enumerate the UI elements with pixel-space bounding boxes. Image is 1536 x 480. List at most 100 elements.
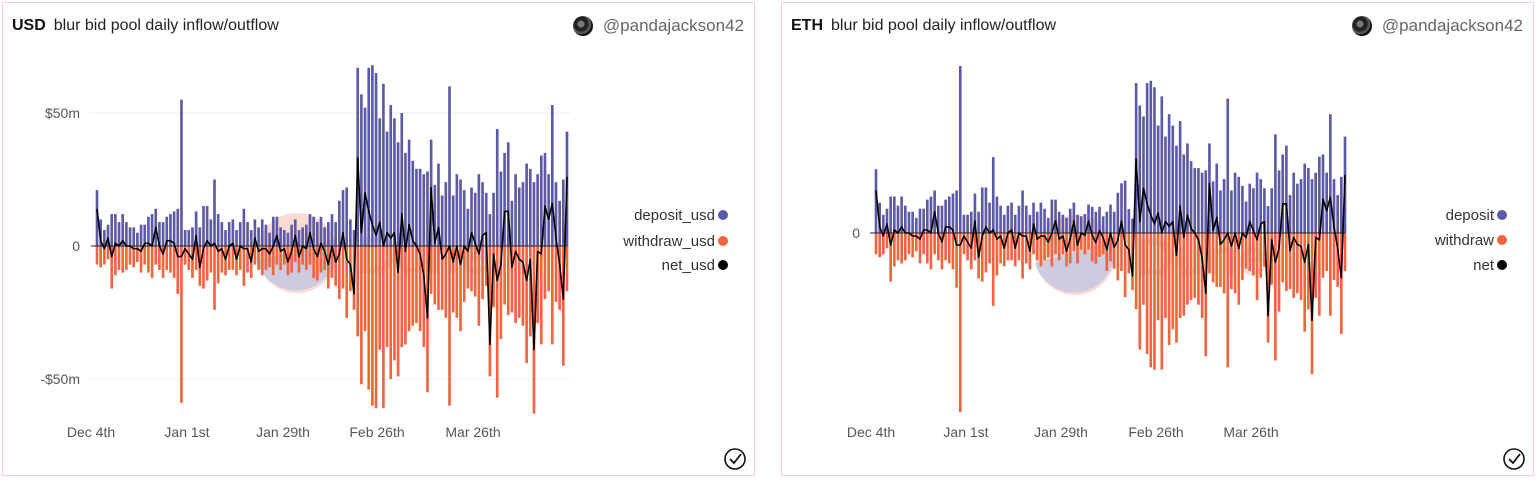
withdraw-bar [389,246,393,379]
deposit-bar [488,214,492,246]
deposit-bar [955,190,958,233]
deposit-bar [304,224,308,246]
deposit-bar [448,86,451,247]
withdraw-bar [1197,233,1200,305]
deposit-bar [907,211,911,233]
deposit-bar [264,224,268,246]
deposit-bar [1160,96,1164,233]
deposit-bar [315,222,319,246]
avatar [1351,16,1372,36]
withdraw-bar [947,233,951,264]
withdraw-bar [966,233,969,261]
author-link[interactable]: @pandajackson42 [572,16,744,36]
legend-dot [1497,260,1507,270]
withdraw-bar [103,246,106,265]
deposit-bar [1123,180,1127,233]
withdraw-bar [385,246,389,348]
deposit-bar [183,230,187,246]
withdraw-bar [562,246,565,366]
withdraw-bar [290,246,293,273]
x-tick-label: Feb 26th [349,424,404,440]
deposit-bar [1164,136,1167,233]
deposit-bar [550,105,554,247]
deposit-bar [925,199,929,233]
deposit-bar [224,230,227,246]
withdraw-bar [1002,233,1006,267]
withdraw-bar [345,246,349,318]
withdraw-bar [973,233,977,261]
deposit-bar [1215,163,1219,233]
withdraw-bar [169,246,172,273]
deposit-bar [470,187,473,246]
withdraw-bar [1186,233,1189,305]
deposit-bar [940,205,944,233]
deposit-bar [547,174,550,246]
deposit-bar [962,214,966,233]
deposit-bar [1149,80,1153,233]
withdraw-bar [547,246,550,292]
deposit-bar [1006,205,1010,233]
deposit-bar [128,227,132,246]
withdraw-bar [1288,233,1292,290]
deposit-bar [1230,190,1233,233]
withdraw-bar [194,246,198,270]
withdraw-bar [1248,233,1252,271]
net-line [96,157,568,351]
withdraw-bar [150,246,154,278]
deposit-bar [176,208,180,246]
withdraw-bar [1156,233,1160,321]
withdraw-bar [360,246,363,385]
deposit-bar [991,157,995,233]
deposit-bar [172,211,176,246]
deposit-bar [495,128,499,246]
withdraw-bar [227,246,231,270]
withdraw-bar [367,246,371,390]
withdraw-bar [282,246,286,265]
x-tick-label: Jan 1st [164,424,209,440]
deposit-bar [1325,172,1328,233]
deposit-bar [242,208,246,246]
deposit-bar [330,214,334,246]
withdraw-bar [1332,233,1336,281]
deposit-bar [1292,172,1296,233]
deposit-bar [893,196,896,233]
withdraw-bar [1340,233,1343,334]
deposit-bar [1098,206,1101,233]
deposit-bar [1079,216,1083,233]
legend-label: deposit_usd [634,207,715,224]
withdraw-bar [1098,233,1101,257]
deposit-bar [389,105,393,247]
deposit-bar [444,182,448,246]
check-circle-outline [724,448,746,470]
deposit-bar [139,224,143,246]
withdraw-bar [936,233,940,261]
deposit-bar [1028,214,1032,233]
deposit-bar [194,211,198,246]
deposit-bar [1244,201,1248,233]
deposit-bar [528,168,532,246]
withdraw-bar [139,246,143,273]
deposit-bar [378,118,382,246]
withdraw-bar [235,246,238,276]
withdraw-bar [1032,233,1035,255]
withdraw-bar [1277,233,1281,312]
deposit-bar [958,66,962,233]
withdraw-bar [95,246,99,265]
deposit-bar [1321,154,1325,233]
deposit-bar [1112,211,1116,233]
deposit-bar [503,152,506,246]
withdraw-bar [293,246,297,262]
deposit-bar [1307,168,1310,233]
deposit-bar [1017,205,1021,233]
deposit-bar [205,206,209,246]
deposit-bar [396,142,400,246]
deposit-bar [1054,199,1057,233]
deposit-bar [1134,83,1138,233]
author-link[interactable]: @pandajackson42 [1351,16,1523,36]
deposit-bar [433,184,437,246]
deposit-bar [477,174,481,246]
withdraw-bar [128,246,132,265]
deposit-bar [988,202,991,233]
deposit-bar [1340,176,1343,233]
withdraw-bar [1006,233,1010,261]
